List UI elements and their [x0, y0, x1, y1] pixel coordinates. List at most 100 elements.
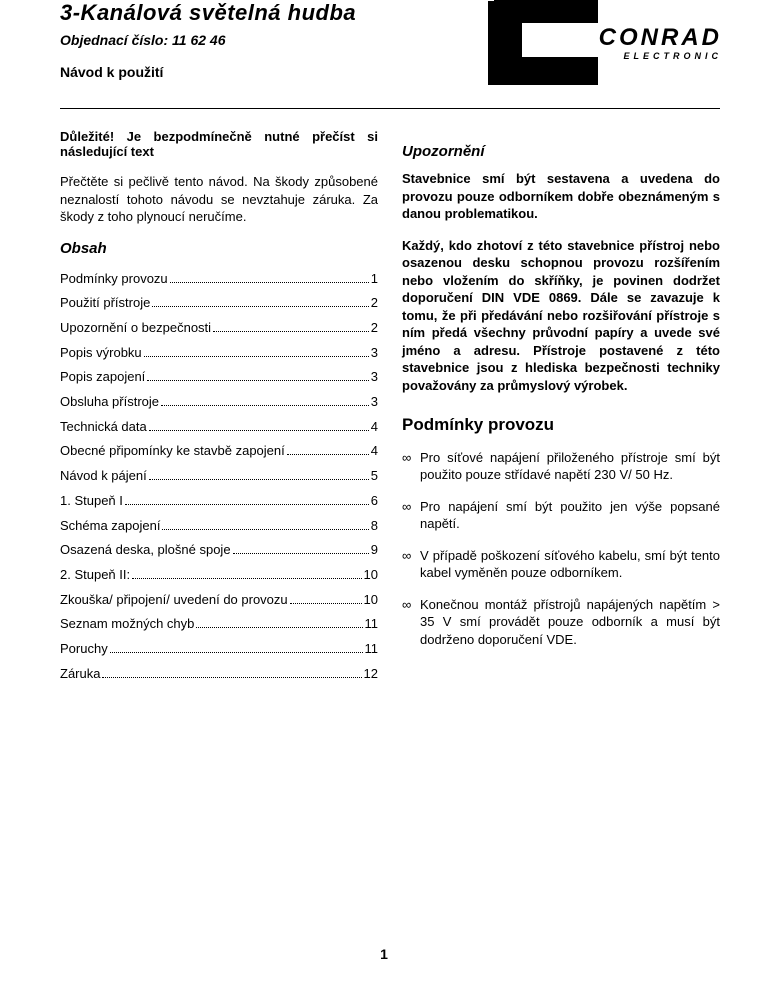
warning-paragraph-2: Každý, kdo zhotoví z této stavebnice pří… — [402, 237, 720, 395]
toc-page: 1 — [371, 267, 378, 292]
toc-label: Upozornění o bezpečnosti — [60, 316, 211, 341]
conditions-heading: Podmínky provozu — [402, 415, 720, 435]
toc-row: Popis výrobku 3 — [60, 341, 378, 366]
toc-dots — [290, 591, 362, 604]
toc-row: Popis zapojení 3 — [60, 365, 378, 390]
header-divider — [60, 108, 720, 109]
toc-dots — [287, 443, 369, 456]
toc-row: Upozornění o bezpečnosti 2 — [60, 316, 378, 341]
toc-label: Použití přístroje — [60, 291, 150, 316]
page-number: 1 — [0, 946, 768, 962]
toc-label: Obecné připomínky ke stavbě zapojení — [60, 439, 285, 464]
toc-dots — [196, 616, 362, 629]
toc-page: 2 — [371, 291, 378, 316]
toc-dots — [110, 640, 363, 653]
toc-row: Obsluha přístroje 3 — [60, 390, 378, 415]
toc-heading: Obsah — [60, 240, 378, 257]
toc-row: Poruchy 11 — [60, 637, 378, 662]
page: 3-Kanálová světelná hudba Objednací čísl… — [0, 0, 768, 994]
logo-sub-text: ELECTRONIC — [599, 52, 722, 61]
toc-page: 11 — [365, 612, 379, 637]
toc-page: 3 — [371, 390, 378, 415]
toc-label: Schéma zapojení — [60, 514, 160, 539]
toc-label: Zkouška/ připojení/ uvedení do provozu — [60, 588, 288, 613]
list-item: ∞Pro napájení smí být použito jen výše p… — [402, 498, 720, 533]
toc-row: Obecné připomínky ke stavbě zapojení 4 — [60, 439, 378, 464]
toc-dots — [144, 344, 369, 357]
toc-list: Podmínky provozu1Použití přístroje2Upozo… — [60, 267, 378, 687]
toc-page: 10 — [364, 563, 378, 588]
toc-dots — [147, 369, 368, 382]
intro-paragraph: Přečtěte si pečlivě tento návod. Na škod… — [60, 173, 378, 226]
list-item: ∞Pro síťové napájení přiloženého přístro… — [402, 449, 720, 484]
toc-page: 3 — [371, 365, 378, 390]
toc-row: Osazená deska, plošné spoje 9 — [60, 538, 378, 563]
toc-dots — [162, 517, 368, 530]
important-heading: Důležité! Je bezpodmínečně nutné přečíst… — [60, 129, 378, 159]
list-item-text: Pro napájení smí být použito jen výše po… — [420, 498, 720, 533]
toc-page: 11 — [365, 637, 379, 662]
toc-row: Návod k pájení 5 — [60, 464, 378, 489]
content-columns: Důležité! Je bezpodmínečně nutné přečíst… — [60, 129, 720, 686]
toc-row: Podmínky provozu 1 — [60, 267, 378, 292]
list-item: ∞Konečnou montáž přístrojů napájených na… — [402, 596, 720, 649]
toc-label: 1. Stupeň I — [60, 489, 123, 514]
toc-label: Popis zapojení — [60, 365, 145, 390]
left-column: Důležité! Je bezpodmínečně nutné přečíst… — [60, 129, 378, 686]
toc-row: 2. Stupeň II: 10 — [60, 563, 378, 588]
right-column: Upozornění Stavebnice smí být sestavena … — [402, 129, 720, 686]
toc-row: Záruka 12 — [60, 662, 378, 687]
toc-label: 2. Stupeň II: — [60, 563, 130, 588]
toc-page: 4 — [371, 415, 378, 440]
conditions-list: ∞Pro síťové napájení přiloženého přístro… — [402, 449, 720, 649]
list-item: ∞V případě poškození síťového kabelu, sm… — [402, 547, 720, 582]
toc-dots — [152, 295, 368, 308]
toc-page: 5 — [371, 464, 378, 489]
toc-label: Poruchy — [60, 637, 108, 662]
toc-label: Popis výrobku — [60, 341, 142, 366]
toc-row: Zkouška/ připojení/ uvedení do provozu 10 — [60, 588, 378, 613]
toc-page: 8 — [371, 514, 378, 539]
logo-wordmark: CONRAD ELECTRONIC — [599, 26, 722, 61]
bullet-icon: ∞ — [402, 596, 420, 649]
bullet-icon: ∞ — [402, 547, 420, 582]
warning-paragraph-1: Stavebnice smí být sestavena a uvedena d… — [402, 170, 720, 223]
toc-page: 6 — [371, 489, 378, 514]
toc-label: Záruka — [60, 662, 100, 687]
bullet-icon: ∞ — [402, 449, 420, 484]
toc-row: Technická data 4 — [60, 415, 378, 440]
toc-row: Seznam možných chyb 11 — [60, 612, 378, 637]
logo-brand-text: CONRAD — [599, 26, 722, 50]
list-item-text: V případě poškození síťového kabelu, smí… — [420, 547, 720, 582]
toc-dots — [161, 393, 369, 406]
toc-dots — [149, 418, 369, 431]
list-item-text: Pro síťové napájení přiloženého přístroj… — [420, 449, 720, 484]
toc-page: 10 — [364, 588, 378, 613]
toc-page: 4 — [371, 439, 378, 464]
list-item-text: Konečnou montáž přístrojů napájených nap… — [420, 596, 720, 649]
logo-c-shape — [488, 0, 598, 90]
toc-dots — [102, 665, 361, 678]
toc-dots — [233, 542, 369, 555]
toc-dots — [132, 566, 361, 579]
toc-dots — [149, 467, 369, 480]
toc-dots — [170, 270, 369, 283]
toc-row: Schéma zapojení 8 — [60, 514, 378, 539]
toc-label: Osazená deska, plošné spoje — [60, 538, 231, 563]
brand-logo: CONRAD ELECTRONIC — [488, 0, 728, 90]
toc-row: 1. Stupeň I 6 — [60, 489, 378, 514]
toc-page: 2 — [371, 316, 378, 341]
toc-page: 3 — [371, 341, 378, 366]
warning-heading: Upozornění — [402, 143, 720, 160]
toc-label: Návod k pájení — [60, 464, 147, 489]
toc-dots — [125, 492, 369, 505]
toc-label: Podmínky provozu — [60, 267, 168, 292]
toc-label: Seznam možných chyb — [60, 612, 194, 637]
toc-row: Použití přístroje 2 — [60, 291, 378, 316]
toc-label: Obsluha přístroje — [60, 390, 159, 415]
toc-label: Technická data — [60, 415, 147, 440]
toc-page: 9 — [371, 538, 378, 563]
toc-dots — [213, 319, 369, 332]
toc-page: 12 — [364, 662, 378, 687]
bullet-icon: ∞ — [402, 498, 420, 533]
